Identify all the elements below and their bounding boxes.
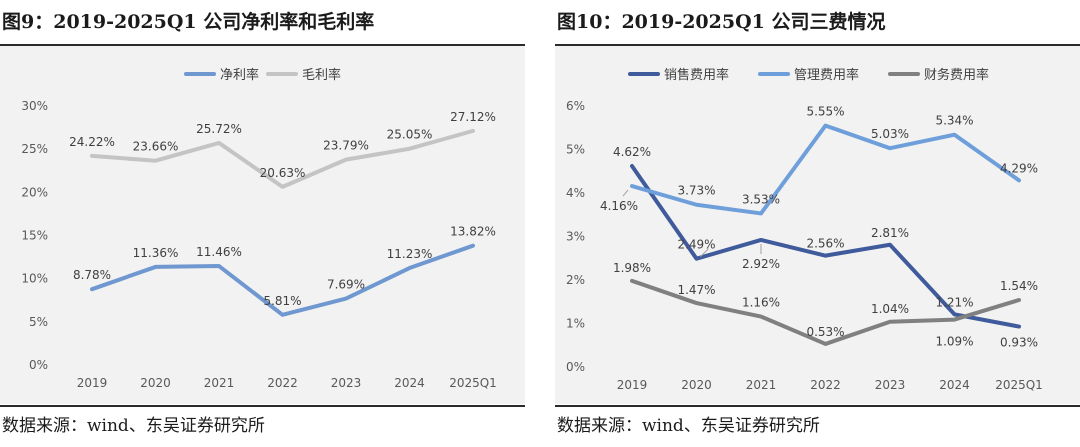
series-line bbox=[630, 164, 1021, 329]
data-label: 1.21% bbox=[935, 295, 973, 309]
data-label: 2.56% bbox=[806, 237, 844, 251]
data-label: 3.73% bbox=[677, 184, 715, 198]
data-label: 1.98% bbox=[613, 261, 651, 275]
data-label: 24.22% bbox=[69, 135, 115, 149]
data-label: 5.03% bbox=[871, 127, 909, 141]
source-note: 数据来源：wind、东吴证券研究所 bbox=[2, 416, 265, 436]
legend-label: 净利率 bbox=[220, 67, 259, 83]
x-tick-label: 2021 bbox=[746, 378, 777, 392]
y-tick-label: 5% bbox=[566, 143, 585, 157]
chart-title: 图10：2019-2025Q1 公司三费情况 bbox=[557, 11, 886, 33]
margin-line-chart: 0% 5% 10% 15% 20% 25% 30% 2019 2020 2021 2022 2023 2… bbox=[21, 67, 497, 390]
chart-title: 图9：2019-2025Q1 公司净利率和毛利率 bbox=[2, 11, 375, 33]
y-tick-label: 1% bbox=[566, 317, 585, 331]
legend-label: 管理费用率 bbox=[794, 67, 859, 83]
title-divider bbox=[0, 44, 525, 46]
y-tick-label: 3% bbox=[566, 230, 585, 244]
plot-area: 0% 1% 2% 3% 4% 5% 6% 2019 2020 2021 2022 2023 2024 20… bbox=[555, 46, 1080, 404]
y-tick-label: 25% bbox=[21, 142, 48, 156]
data-label: 27.12% bbox=[450, 110, 496, 124]
x-tick-label: 2020 bbox=[681, 378, 712, 392]
data-label: 2.92% bbox=[742, 257, 780, 271]
data-label: 4.29% bbox=[1000, 161, 1038, 175]
legend-label: 财务费用率 bbox=[924, 67, 989, 83]
x-tick-label: 2022 bbox=[267, 376, 298, 390]
data-label: 23.66% bbox=[133, 140, 179, 154]
data-label: 2.81% bbox=[871, 226, 909, 240]
plot-area: 0% 5% 10% 15% 20% 25% 30% 2019 2020 2021 2022 2023 2… bbox=[0, 46, 525, 404]
title-divider bbox=[555, 44, 1080, 46]
y-tick-label: 6% bbox=[566, 99, 585, 113]
y-tick-label: 5% bbox=[29, 315, 48, 329]
x-tick-label: 2025Q1 bbox=[995, 378, 1043, 392]
data-label: 8.78% bbox=[73, 268, 111, 282]
data-label: 3.53% bbox=[742, 192, 780, 206]
y-tick-label: 0% bbox=[566, 360, 585, 374]
series-line bbox=[630, 278, 1021, 346]
series-line bbox=[90, 243, 475, 317]
data-label: 25.05% bbox=[387, 128, 433, 142]
data-label: 5.55% bbox=[806, 105, 844, 119]
legend-label: 毛利率 bbox=[302, 67, 341, 83]
y-tick-label: 0% bbox=[29, 358, 48, 372]
data-label: 7.69% bbox=[327, 278, 365, 292]
bottom-divider bbox=[555, 405, 1080, 407]
data-label: 25.72% bbox=[196, 122, 242, 136]
x-tick-label: 2024 bbox=[939, 378, 970, 392]
data-label: 5.34% bbox=[935, 114, 973, 128]
chart-panel-expenses: 图10：2019-2025Q1 公司三费情况 0% 1% 2% 3% 4% 5% 6% 201… bbox=[555, 0, 1080, 447]
data-label: 1.09% bbox=[935, 335, 973, 349]
series-line bbox=[630, 123, 1021, 216]
data-label: 0.53% bbox=[806, 325, 844, 339]
data-label: 4.16% bbox=[600, 199, 638, 213]
chart-panel-margins: 图9：2019-2025Q1 公司净利率和毛利率 0% 5% 10% 15% 20% 25… bbox=[0, 0, 525, 447]
data-label: 1.04% bbox=[871, 302, 909, 316]
data-label: 1.47% bbox=[677, 283, 715, 297]
data-label: 0.93% bbox=[1000, 336, 1038, 350]
x-tick-label: 2024 bbox=[394, 376, 425, 390]
y-tick-label: 10% bbox=[21, 272, 48, 286]
x-tick-label: 2019 bbox=[617, 378, 648, 392]
y-tick-label: 15% bbox=[21, 229, 48, 243]
data-label: 11.46% bbox=[196, 245, 242, 259]
y-tick-label: 2% bbox=[566, 273, 585, 287]
x-tick-label: 2021 bbox=[204, 376, 235, 390]
legend-label: 销售费用率 bbox=[664, 67, 729, 83]
source-note: 数据来源：wind、东吴证券研究所 bbox=[557, 416, 820, 436]
data-label: 1.54% bbox=[1000, 279, 1038, 293]
x-tick-label: 2020 bbox=[140, 376, 171, 390]
x-tick-label: 2023 bbox=[331, 376, 362, 390]
x-tick-label: 2022 bbox=[810, 378, 841, 392]
y-tick-label: 30% bbox=[21, 99, 48, 113]
data-label: 11.23% bbox=[387, 247, 433, 261]
data-label: 2.49% bbox=[677, 238, 715, 252]
data-label: 5.81% bbox=[263, 294, 301, 308]
x-tick-label: 2025Q1 bbox=[449, 376, 497, 390]
data-label: 20.63% bbox=[260, 166, 306, 180]
data-label: 23.79% bbox=[323, 139, 369, 153]
y-tick-label: 4% bbox=[566, 186, 585, 200]
x-tick-label: 2019 bbox=[77, 376, 108, 390]
data-label: 4.62% bbox=[613, 145, 651, 159]
bottom-divider bbox=[0, 405, 525, 407]
data-label: 11.36% bbox=[133, 246, 179, 260]
y-tick-label: 20% bbox=[21, 185, 48, 199]
expense-line-chart: 0% 1% 2% 3% 4% 5% 6% 2019 2020 2021 2022 2023 2024 20… bbox=[566, 67, 1043, 392]
data-label: 13.82% bbox=[450, 225, 496, 239]
leader-line bbox=[622, 189, 629, 197]
x-tick-label: 2023 bbox=[875, 378, 906, 392]
series-line bbox=[90, 128, 475, 189]
data-label: 1.16% bbox=[742, 296, 780, 310]
leader-line bbox=[700, 248, 709, 258]
